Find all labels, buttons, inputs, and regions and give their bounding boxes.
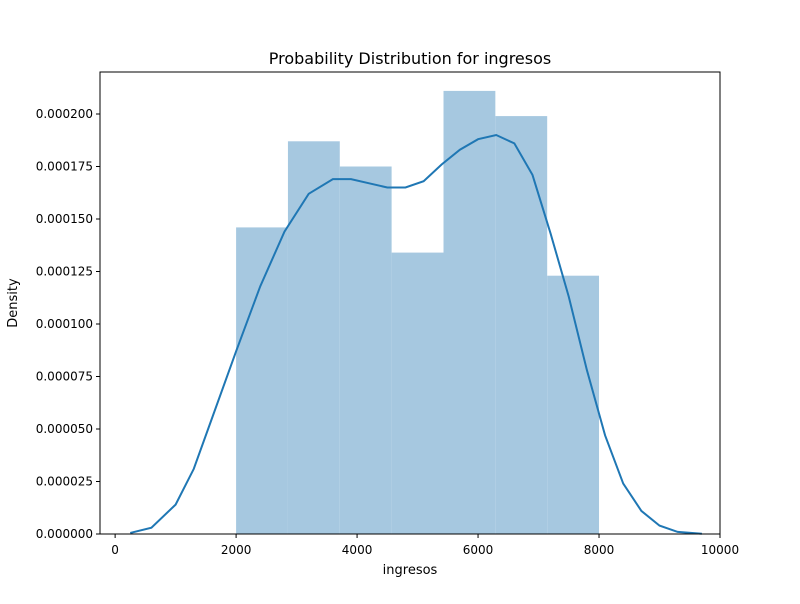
x-tick-label: 2000 — [221, 543, 252, 557]
chart-title: Probability Distribution for ingresos — [269, 49, 551, 68]
y-tick-label: 0.000000 — [36, 527, 93, 541]
y-tick-label: 0.000025 — [36, 475, 93, 489]
y-axis: 0.000000 0.000025 0.000050 0.000075 0.000100… — [36, 107, 100, 541]
y-tick-label: 0.000150 — [36, 212, 93, 226]
histogram-bar — [391, 252, 444, 534]
histogram-bar — [495, 116, 548, 534]
histogram-bar — [287, 141, 340, 535]
y-tick-label: 0.000100 — [36, 317, 93, 331]
x-tick-label: 8000 — [584, 543, 615, 557]
plot-frame — [99, 71, 721, 535]
x-tick-label: 4000 — [342, 543, 373, 557]
x-tick-label: 6000 — [463, 543, 494, 557]
y-tick-label: 0.000200 — [36, 107, 93, 121]
histogram-bar — [236, 227, 288, 534]
histogram-bar — [443, 90, 496, 535]
histogram-bar — [339, 166, 392, 534]
x-tick-label: 0 — [111, 543, 119, 557]
histogram-bars — [236, 90, 600, 535]
y-axis-label: Density — [6, 278, 21, 328]
y-tick-label: 0.000075 — [36, 370, 93, 384]
y-tick-label: 0.000175 — [36, 160, 93, 174]
histogram-bar — [547, 275, 600, 534]
y-tick-label: 0.000050 — [36, 422, 93, 436]
x-axis: 0 2000 4000 6000 8000 10000 — [111, 534, 739, 557]
y-tick-label: 0.000125 — [36, 265, 93, 279]
x-axis-label: ingresos — [383, 563, 438, 578]
kde-curve — [129, 133, 702, 535]
x-tick-label: 10000 — [701, 543, 739, 557]
